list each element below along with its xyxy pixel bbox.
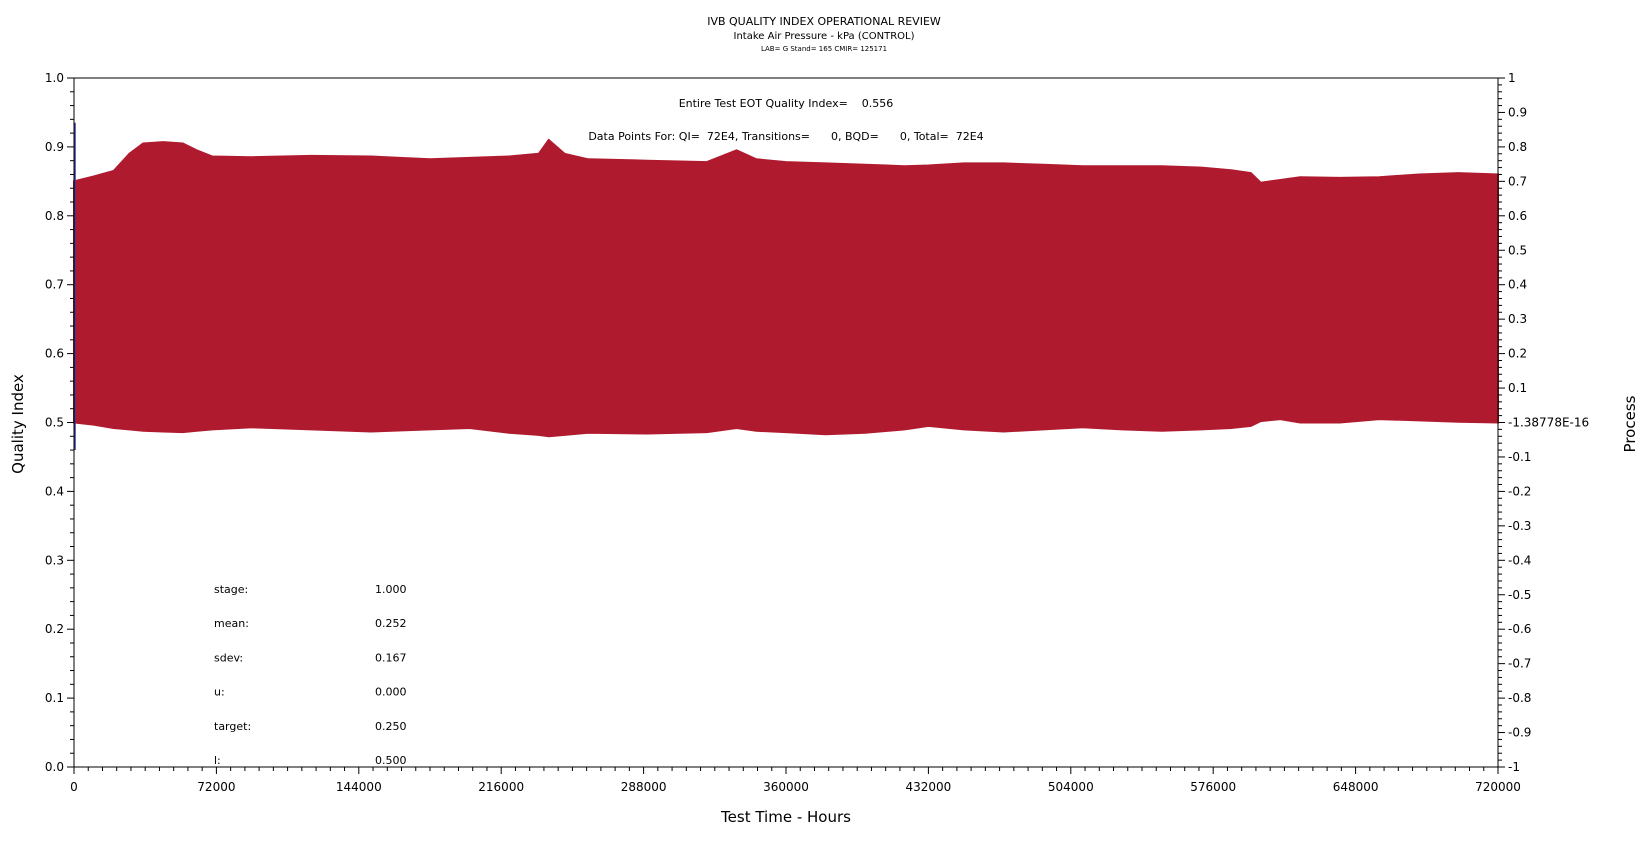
annotation-points: Data Points For: QI= 72E4, Transitions= … bbox=[588, 130, 983, 143]
stat-label: stage: bbox=[214, 583, 248, 596]
y2-tick-label: 0.4 bbox=[1508, 278, 1527, 292]
y-tick-label: 0.7 bbox=[45, 278, 64, 292]
y2-tick-label: -0.5 bbox=[1508, 588, 1531, 602]
y2-tick-label: 0.8 bbox=[1508, 140, 1527, 154]
stat-label: sdev: bbox=[214, 651, 243, 664]
x-tick-label: 648000 bbox=[1333, 780, 1379, 794]
chart-title: IVB QUALITY INDEX OPERATIONAL REVIEW bbox=[707, 15, 941, 28]
stat-value: 0.252 bbox=[375, 617, 407, 630]
x-tick-label: 288000 bbox=[621, 780, 667, 794]
stat-label: l: bbox=[214, 754, 221, 767]
y2-tick-label: -0.2 bbox=[1508, 484, 1531, 498]
x-tick-label: 216000 bbox=[478, 780, 524, 794]
y-tick-label: 0.0 bbox=[45, 760, 64, 774]
y2-tick-label: -1.38778E-16 bbox=[1508, 416, 1589, 430]
data-band-layer bbox=[73, 138, 1499, 438]
x-axis-label: Test Time - Hours bbox=[720, 808, 851, 826]
y2-tick-label: -0.1 bbox=[1508, 450, 1531, 464]
y2-tick-label: -0.4 bbox=[1508, 553, 1531, 567]
stat-value: 0.250 bbox=[375, 720, 407, 733]
stat-label: mean: bbox=[214, 617, 249, 630]
x-tick-label: 504000 bbox=[1048, 780, 1094, 794]
x-tick-label: 360000 bbox=[763, 780, 809, 794]
y-tick-label: 0.6 bbox=[45, 347, 64, 361]
y2-tick-label: -0.8 bbox=[1508, 691, 1531, 705]
x-tick-label: 72000 bbox=[197, 780, 235, 794]
y-axis-label: Quality Index bbox=[9, 374, 27, 474]
y-tick-label: 0.2 bbox=[45, 622, 64, 636]
x-axis-ticks: 0 72000 144000 216000 288000 360000 432000 5040… bbox=[70, 767, 1521, 794]
y-axis-ticks: 0.0 0.1 0.2 0.3 0.4 0.5 0.6 0.7 0.8 0.9 1.0 bbox=[45, 71, 74, 774]
y-tick-label: 0.8 bbox=[45, 209, 64, 223]
y2-tick-label: 0.1 bbox=[1508, 381, 1527, 395]
stat-value: 0.000 bbox=[375, 686, 407, 699]
y2-axis-label: Process bbox=[1621, 395, 1639, 452]
x-tick-label: 0 bbox=[70, 780, 78, 794]
annotation-qi: Entire Test EOT Quality Index= 0.556 bbox=[679, 97, 894, 110]
y2-tick-label: -0.6 bbox=[1508, 622, 1531, 636]
y-tick-label: 0.5 bbox=[45, 416, 64, 430]
y-tick-label: 0.3 bbox=[45, 553, 64, 567]
x-tick-label: 144000 bbox=[336, 780, 382, 794]
stat-value: 0.500 bbox=[375, 754, 407, 767]
y2-tick-label: 0.3 bbox=[1508, 312, 1527, 326]
y2-axis-ticks: -1 -0.9 -0.8 -0.7 -0.6 -0.5 -0.4 -0.3 -0.2 -0.1 -1… bbox=[1498, 71, 1589, 774]
y2-tick-label: -0.9 bbox=[1508, 726, 1531, 740]
stat-value: 1.000 bbox=[375, 583, 407, 596]
y2-tick-label: -1 bbox=[1508, 760, 1520, 774]
chart-subtitle: Intake Air Pressure - kPa (CONTROL) bbox=[734, 31, 915, 42]
y2-tick-label: 1 bbox=[1508, 71, 1516, 85]
y2-tick-label: 0.9 bbox=[1508, 105, 1527, 119]
chart-subtitle-lab: LAB= G Stand= 165 CMIR= 125171 bbox=[761, 45, 887, 53]
stat-label: u: bbox=[214, 686, 225, 699]
y-tick-label: 0.1 bbox=[45, 691, 64, 705]
stat-label: target: bbox=[214, 720, 251, 733]
y2-tick-label: 0.7 bbox=[1508, 174, 1527, 188]
y-tick-label: 1.0 bbox=[45, 71, 64, 85]
data-band-0 bbox=[73, 138, 1499, 438]
stats-table: stage: 1.000 mean: 0.252 sdev: 0.167 u: 0.000 ta… bbox=[214, 583, 407, 767]
y-tick-label: 0.4 bbox=[45, 484, 64, 498]
y2-tick-label: 0.6 bbox=[1508, 209, 1527, 223]
y2-tick-label: -0.7 bbox=[1508, 657, 1531, 671]
y2-tick-label: 0.2 bbox=[1508, 347, 1527, 361]
x-tick-label: 432000 bbox=[905, 780, 951, 794]
x-tick-label: 720000 bbox=[1475, 780, 1521, 794]
x-tick-label: 576000 bbox=[1190, 780, 1236, 794]
y2-tick-label: 0.5 bbox=[1508, 243, 1527, 257]
y-tick-label: 0.9 bbox=[45, 140, 64, 154]
stat-value: 0.167 bbox=[375, 651, 407, 664]
y2-tick-label: -0.3 bbox=[1508, 519, 1531, 533]
